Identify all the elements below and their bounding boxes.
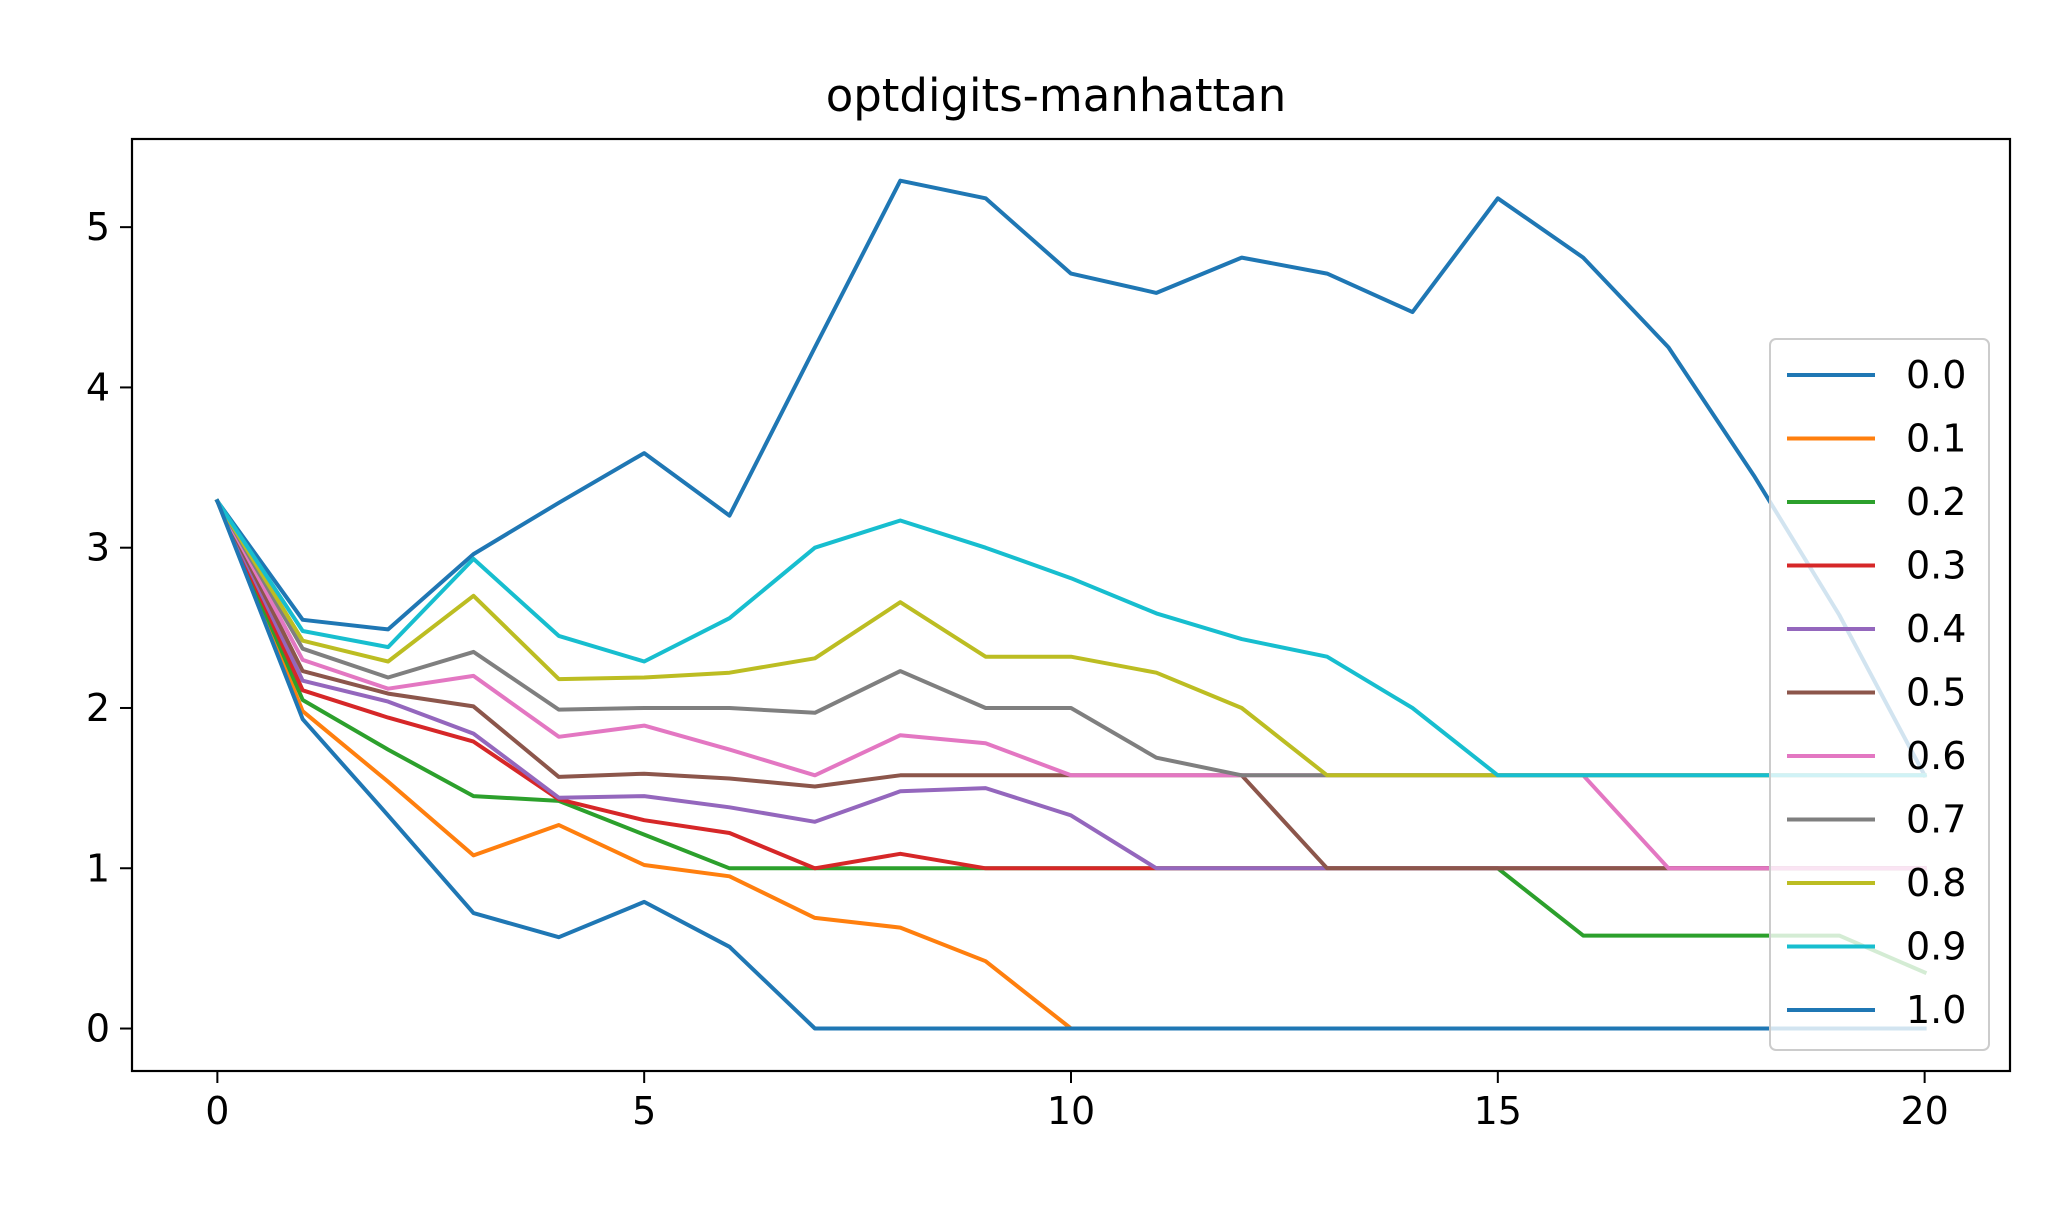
- legend-label: 0.1: [1906, 417, 1966, 461]
- series-line-0.9: [214, 498, 1927, 778]
- series-line-0.0: [214, 178, 1928, 779]
- legend-box: [1769, 338, 1990, 1051]
- x-tick-label: 5: [632, 1089, 656, 1133]
- y-tick-label: 0: [86, 1007, 110, 1051]
- y-tick-label: 5: [86, 205, 110, 249]
- legend: 0.0 0.1 0.2 0.3 0.4 0.5 0.6 0.7 0.8 0.9 1.0: [1769, 338, 1990, 1051]
- legend-label: 0.3: [1906, 544, 1966, 588]
- series-line-0.6: [214, 498, 1927, 871]
- legend-label: 0.6: [1906, 734, 1966, 778]
- series-layer: [214, 178, 1928, 1031]
- x-axis: 0 5 10 15 20: [205, 1071, 1949, 1133]
- series-line-1.0: [214, 498, 1927, 1031]
- chart-title: optdigits-manhattan: [826, 69, 1287, 122]
- legend-label: 0.8: [1906, 861, 1966, 905]
- x-tick-label: 20: [1900, 1089, 1948, 1133]
- legend-label: 0.9: [1906, 925, 1966, 969]
- legend-label: 0.5: [1906, 671, 1966, 715]
- y-tick-label: 3: [86, 526, 110, 570]
- x-tick-label: 0: [205, 1089, 229, 1133]
- x-tick-label: 10: [1047, 1089, 1095, 1133]
- x-tick-label: 15: [1474, 1089, 1522, 1133]
- legend-label: 0.7: [1906, 798, 1966, 842]
- y-tick-label: 1: [86, 846, 110, 890]
- legend-label: 0.4: [1906, 607, 1966, 651]
- y-tick-label: 4: [86, 365, 110, 409]
- y-axis: 0 1 2 3 4 5: [86, 205, 132, 1051]
- legend-label: 1.0: [1906, 988, 1966, 1032]
- legend-label: 0.0: [1906, 353, 1966, 397]
- legend-label: 0.2: [1906, 480, 1966, 524]
- y-tick-label: 2: [86, 686, 110, 730]
